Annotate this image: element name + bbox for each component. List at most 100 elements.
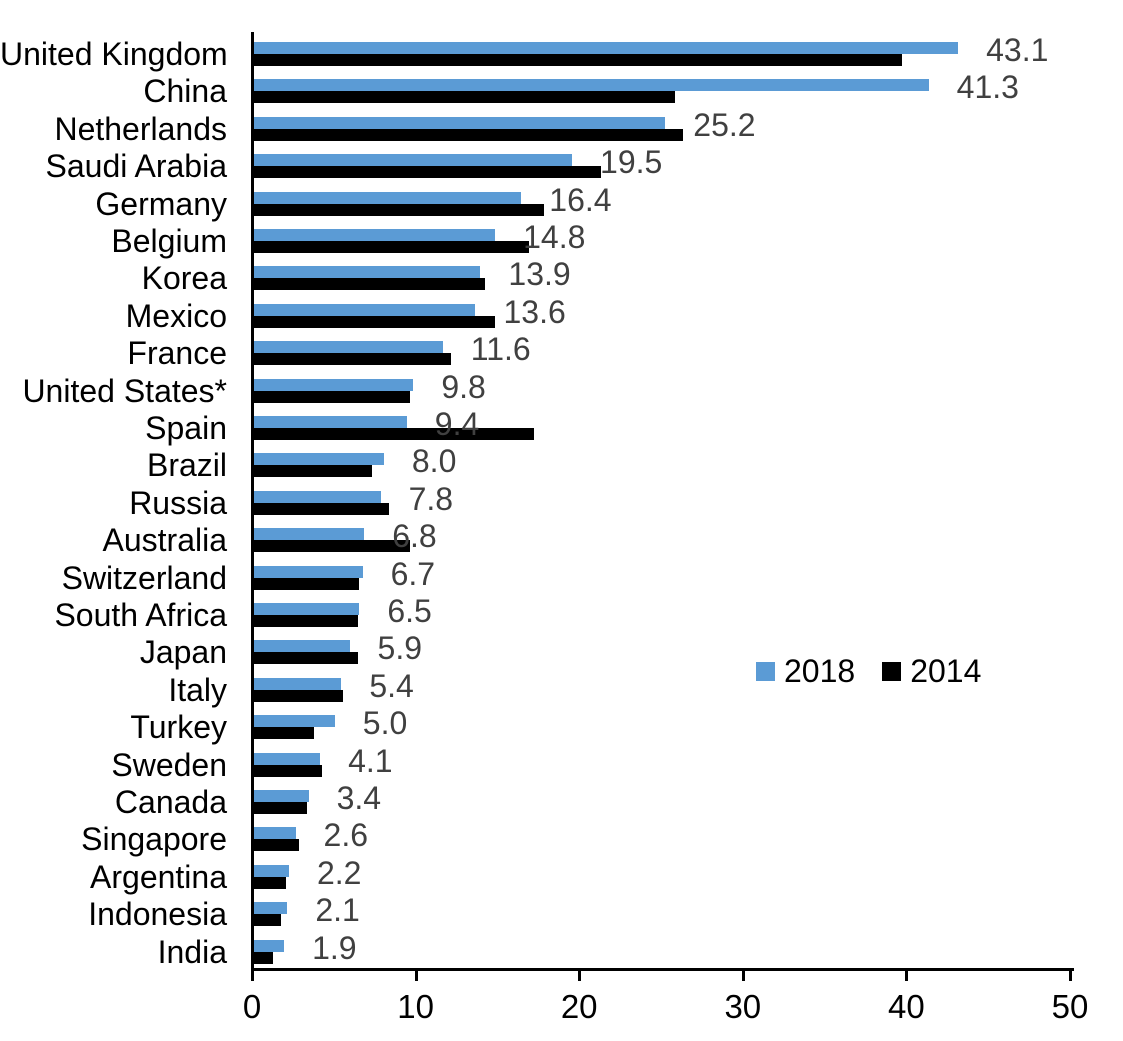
bar-2018-russia — [253, 490, 381, 503]
x-tick-label-0: 0 — [242, 988, 262, 1025]
x-tick-label-20: 20 — [560, 988, 598, 1025]
category-label-australia: Australia — [102, 522, 228, 559]
value-label-mexico: 13.6 — [503, 293, 566, 330]
value-label-france: 11.6 — [470, 331, 531, 368]
bar-2014-belgium — [253, 241, 530, 253]
bar-2018-turkey — [253, 715, 335, 728]
category-label-indonesia: Indonesia — [88, 896, 227, 933]
bar-2014-france — [253, 353, 451, 366]
bar-2018-united-kingdom — [253, 42, 959, 54]
bar-2018-indonesia — [253, 902, 288, 915]
bar-2014-turkey — [253, 727, 314, 740]
legend-label-2018: 2018 — [784, 653, 856, 689]
legend: 2018 2014 — [756, 655, 981, 687]
value-label-turkey: 5.0 — [362, 705, 408, 742]
category-label-united-states: United States* — [22, 372, 227, 409]
x-tick-label-40: 40 — [888, 988, 925, 1025]
bar-2018-south-africa — [253, 603, 360, 615]
value-label-switzerland: 6.7 — [390, 555, 436, 592]
bar-2018-switzerland — [253, 565, 363, 578]
bar-2014-japan — [253, 652, 358, 665]
value-label-saudi-arabia: 19.5 — [600, 144, 663, 181]
bar-2018-brazil — [253, 453, 384, 466]
bar-2018-australia — [253, 528, 365, 541]
category-label-united-kingdom: United Kingdom — [0, 36, 228, 72]
bar-2014-india — [253, 951, 273, 964]
value-label-south-africa: 6.5 — [387, 593, 432, 629]
legend-item-2014: 2014 — [882, 655, 981, 687]
legend-item-2018: 2018 — [756, 655, 855, 687]
value-label-netherlands: 25.2 — [693, 106, 756, 143]
bar-2018-belgium — [253, 229, 496, 241]
bar-2014-korea — [253, 278, 486, 291]
category-label-singapore: Singapore — [81, 821, 227, 858]
value-label-brazil: 8.0 — [411, 443, 457, 480]
x-tick-10 — [414, 971, 418, 981]
bar-2018-spain — [253, 416, 407, 428]
category-label-turkey: Turkey — [130, 709, 227, 746]
bar-2014-australia — [253, 540, 411, 553]
bar-2014-mexico — [253, 315, 496, 328]
category-label-japan: Japan — [139, 634, 227, 671]
bar-2018-singapore — [253, 827, 296, 840]
legend-swatch-2014 — [882, 661, 902, 681]
value-label-united-states: 9.8 — [441, 368, 486, 405]
x-axis-line — [251, 968, 1074, 971]
value-label-china: 41.3 — [956, 69, 1019, 106]
bar-2018-korea — [253, 266, 481, 279]
value-label-korea: 13.9 — [508, 256, 571, 293]
bar-2014-sweden — [253, 764, 322, 777]
category-label-brazil: Brazil — [146, 447, 227, 484]
bar-2014-russia — [253, 502, 389, 515]
category-label-russia: Russia — [129, 484, 227, 521]
bar-2014-united-kingdom — [253, 54, 903, 66]
bar-2018-china — [253, 79, 929, 92]
category-label-spain: Spain — [145, 410, 227, 446]
bar-2014-china — [253, 91, 676, 104]
value-label-russia: 7.8 — [408, 480, 454, 517]
bar-2018-mexico — [253, 303, 476, 316]
category-label-germany: Germany — [95, 185, 227, 222]
value-label-united-kingdom: 43.1 — [986, 32, 1049, 68]
bar-2018-germany — [253, 191, 522, 204]
category-label-china: China — [143, 73, 227, 110]
legend-label-2014: 2014 — [910, 653, 982, 689]
category-label-mexico: Mexico — [125, 297, 227, 334]
value-label-argentina: 2.2 — [316, 854, 362, 891]
x-tick-label-30: 30 — [724, 988, 762, 1025]
bar-2018-japan — [253, 640, 350, 653]
bar-2018-france — [253, 341, 443, 354]
value-label-australia: 6.8 — [392, 518, 437, 555]
value-label-japan: 5.9 — [377, 630, 422, 667]
value-label-indonesia: 2.1 — [315, 892, 360, 929]
value-label-belgium: 14.8 — [523, 219, 586, 255]
value-label-canada: 3.4 — [336, 780, 382, 816]
x-tick-50 — [1069, 971, 1072, 981]
bar-2014-south-africa — [253, 615, 358, 627]
x-tick-label-10: 10 — [397, 988, 434, 1025]
category-label-canada: Canada — [114, 784, 227, 820]
bar-2014-indonesia — [253, 914, 281, 927]
legend-swatch-2018 — [756, 661, 775, 681]
value-label-singapore: 2.6 — [323, 817, 369, 854]
x-tick-0 — [251, 971, 254, 981]
x-tick-label-50: 50 — [1051, 988, 1089, 1025]
bar-2014-italy — [253, 689, 343, 702]
y-axis-line — [251, 32, 254, 971]
bar-2014-brazil — [253, 465, 373, 478]
bar-2018-india — [253, 939, 285, 952]
bar-2014-canada — [253, 802, 307, 814]
category-label-argentina: Argentina — [90, 858, 227, 895]
category-label-switzerland: Switzerland — [61, 559, 227, 596]
bar-2018-netherlands — [253, 116, 666, 129]
category-label-saudi-arabia: Saudi Arabia — [45, 148, 227, 185]
bar-2018-italy — [253, 677, 342, 690]
category-label-korea: Korea — [141, 260, 227, 297]
bar-2014-germany — [253, 203, 545, 216]
bar-2018-sweden — [253, 752, 321, 765]
bar-2014-netherlands — [253, 128, 684, 141]
bar-2014-saudi-arabia — [253, 166, 602, 179]
category-label-italy: Italy — [168, 671, 227, 708]
value-label-sweden: 4.1 — [348, 742, 393, 779]
